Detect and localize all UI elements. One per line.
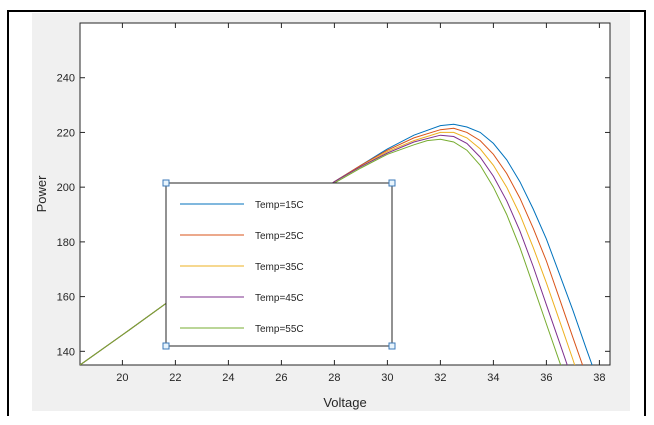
power-voltage-chart: 20 22 24 26 28 30 32 34 36 38 140 160 180 200 220 240 V… (34, 22, 611, 410)
x-tick-label: 24 (222, 372, 234, 384)
x-tick-label: 28 (328, 372, 340, 384)
figure-panel: 20 22 24 26 28 30 32 34 36 38 140 160 180 200 220 240 V… (32, 13, 630, 411)
legend-box[interactable] (165, 182, 393, 347)
y-tick-label: 240 (57, 73, 75, 85)
y-tick-label: 140 (57, 346, 75, 358)
legend-entry-label: Temp=45C (255, 293, 304, 304)
axis-ticks: 20 22 24 26 28 30 32 34 36 38 140 160 180 200 220 240 (57, 23, 610, 384)
legend-resize-handle[interactable] (162, 179, 170, 187)
x-tick-label: 30 (381, 372, 393, 384)
x-tick-label: 22 (169, 372, 181, 384)
y-tick-label: 220 (57, 127, 75, 139)
y-axis-label: Power (34, 175, 49, 213)
page-frame (7, 10, 646, 416)
y-tick-label: 200 (57, 182, 75, 194)
legend-entry-label: Temp=25C (255, 231, 304, 242)
x-tick-label: 20 (116, 372, 128, 384)
x-tick-label: 34 (487, 372, 499, 384)
legend-entry-label: Temp=35C (255, 262, 304, 273)
legend-resize-handle[interactable] (162, 342, 170, 350)
x-tick-label: 32 (434, 372, 446, 384)
x-tick-label: 36 (540, 372, 552, 384)
legend-entry-label: Temp=15C (255, 200, 304, 211)
y-tick-label: 180 (57, 237, 75, 249)
x-tick-label: 38 (593, 372, 605, 384)
legend-resize-handle[interactable] (388, 179, 396, 187)
y-tick-label: 160 (57, 292, 75, 304)
x-tick-label: 26 (275, 372, 287, 384)
legend-resize-handle[interactable] (388, 342, 396, 350)
legend[interactable]: Temp=15C Temp=25C Temp=35C Temp=45C Temp=55C (162, 179, 396, 350)
x-axis-label: Voltage (323, 395, 366, 410)
legend-entry-label: Temp=55C (255, 324, 304, 335)
